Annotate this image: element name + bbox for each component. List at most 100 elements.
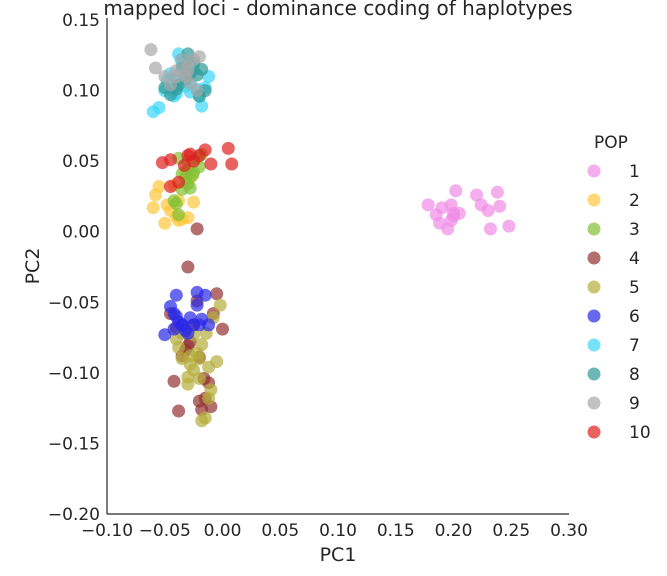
legend-label: 10 — [629, 423, 651, 443]
data-point — [202, 318, 216, 332]
legend-item: 2 — [587, 191, 640, 211]
x-axis-ticks: −0.10 −0.05 0.00 0.05 0.10 0.15 0.20 0.25 0.30 — [81, 521, 588, 541]
x-tick-label: 0.30 — [550, 521, 588, 541]
data-point — [144, 43, 158, 57]
data-point — [221, 141, 235, 155]
legend-item: 7 — [587, 336, 640, 356]
data-point — [167, 194, 181, 208]
data-point — [449, 184, 463, 198]
legend-label: 4 — [629, 249, 640, 269]
data-point — [169, 64, 183, 78]
data-point — [181, 260, 195, 274]
data-point — [164, 180, 177, 193]
x-tick-label: 0.05 — [261, 521, 299, 541]
data-point — [172, 404, 186, 418]
legend-item: 5 — [587, 278, 640, 298]
legend-marker — [587, 251, 601, 265]
x-tick-label: 0.25 — [492, 521, 530, 541]
data-point — [490, 185, 504, 199]
x-tick-label: 0.00 — [204, 521, 242, 541]
data-point — [421, 198, 435, 212]
data-point — [481, 204, 495, 217]
legend-item: 6 — [587, 307, 640, 327]
data-point — [210, 287, 224, 301]
legend-marker — [587, 396, 601, 410]
data-point — [192, 372, 206, 385]
data-point — [172, 341, 186, 354]
data-point — [216, 322, 229, 336]
legend-marker — [587, 280, 601, 294]
data-point — [192, 50, 206, 64]
data-point — [187, 195, 201, 209]
data-point — [183, 147, 197, 161]
legend-marker — [587, 367, 601, 381]
legend: POP 1 2 3 4 5 6 7 8 9 10 — [587, 133, 651, 443]
data-point — [149, 61, 162, 75]
data-point — [181, 64, 195, 78]
legend-marker — [587, 164, 601, 178]
legend-label: 5 — [629, 278, 640, 298]
data-point — [152, 101, 166, 114]
legend-item: 8 — [587, 365, 640, 385]
y-tick-label: −0.05 — [48, 293, 100, 313]
legend-label: 7 — [629, 336, 640, 356]
data-point — [195, 99, 209, 113]
y-tick-label: 0.00 — [62, 223, 100, 243]
legend-label: 6 — [629, 307, 640, 327]
data-point — [169, 288, 183, 302]
axes — [106, 18, 569, 515]
x-tick-label: −0.10 — [81, 521, 133, 541]
data-point — [213, 298, 227, 312]
y-tick-label: 0.05 — [62, 152, 100, 172]
data-point — [146, 201, 160, 215]
legend-marker — [587, 193, 601, 207]
data-points — [144, 43, 516, 428]
x-axis-label: PC1 — [320, 544, 357, 566]
legend-item: 4 — [587, 249, 640, 269]
data-point — [225, 157, 239, 171]
y-tick-label: 0.10 — [62, 82, 100, 102]
legend-marker — [587, 222, 601, 236]
data-point — [484, 222, 497, 236]
data-point — [152, 180, 166, 193]
data-point — [190, 84, 204, 98]
legend-marker — [587, 309, 601, 323]
data-point — [164, 153, 177, 167]
legend-items: 1 2 3 4 5 6 7 8 9 10 — [587, 162, 651, 443]
data-point — [204, 157, 218, 171]
data-point — [190, 222, 204, 236]
y-axis-label: PC2 — [22, 248, 44, 285]
data-point — [502, 219, 516, 233]
data-point — [198, 288, 212, 302]
y-axis-ticks: 0.15 0.10 0.05 0.00 −0.05 −0.10 −0.15 −0.20 — [48, 11, 100, 525]
data-point — [202, 360, 216, 374]
legend-label: 3 — [629, 220, 640, 240]
data-point — [167, 322, 181, 336]
legend-item: 10 — [587, 423, 651, 443]
legend-item: 1 — [587, 162, 640, 182]
legend-label: 9 — [629, 394, 640, 414]
data-point — [493, 199, 507, 213]
legend-item: 9 — [587, 394, 640, 414]
data-point — [181, 370, 195, 384]
y-tick-label: 0.15 — [62, 11, 100, 31]
legend-label: 1 — [629, 162, 640, 182]
data-point — [195, 62, 209, 76]
legend-marker — [587, 338, 601, 352]
y-tick-label: −0.10 — [48, 364, 100, 384]
legend-marker — [587, 425, 601, 439]
x-tick-label: 0.15 — [377, 521, 415, 541]
data-point — [198, 143, 212, 157]
data-point — [158, 216, 172, 230]
legend-item: 3 — [587, 220, 640, 240]
x-tick-label: 0.20 — [435, 521, 473, 541]
data-point — [183, 349, 197, 363]
data-point — [190, 298, 204, 312]
y-tick-label: −0.15 — [48, 434, 100, 454]
chart-title: mapped loci - dominance coding of haplot… — [103, 0, 572, 20]
x-tick-label: 0.10 — [319, 521, 357, 541]
legend-label: 2 — [629, 191, 640, 211]
legend-label: 8 — [629, 365, 640, 385]
data-point — [204, 383, 218, 397]
data-point — [447, 209, 460, 223]
